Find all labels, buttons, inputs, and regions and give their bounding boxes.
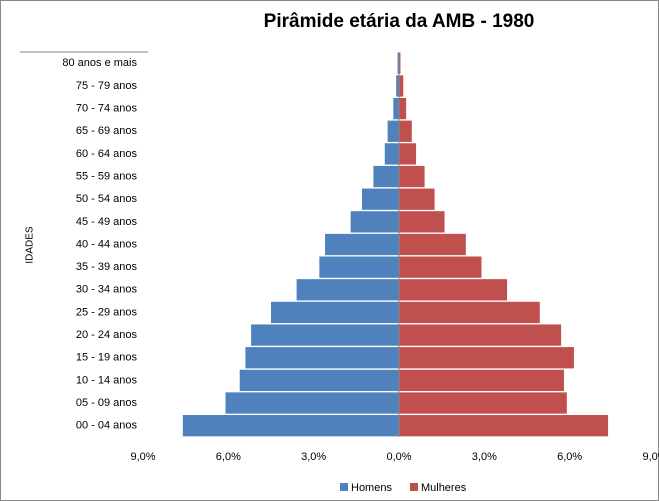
x-tick-label: 3,0%: [301, 451, 326, 463]
legend-swatch: [409, 483, 418, 491]
bar: [399, 415, 609, 437]
bar: [182, 415, 399, 437]
bar: [362, 188, 399, 210]
bar: [399, 52, 401, 74]
y-tick-label: 75 - 79 anos: [76, 80, 138, 92]
bar: [399, 75, 404, 97]
chart-title: Pirâmide etária da AMB - 1980: [264, 11, 535, 32]
y-tick-label: 20 - 24 anos: [76, 329, 138, 341]
y-tick-label: 35 - 39 anos: [76, 261, 138, 273]
bar: [399, 188, 435, 210]
bar: [399, 120, 412, 142]
legend-label: Mulheres: [421, 482, 467, 494]
y-tick-label: 70 - 74 anos: [76, 103, 138, 115]
bar: [350, 211, 399, 233]
x-tick-label: 3,0%: [472, 451, 497, 463]
x-tick-label: 9,0%: [130, 451, 155, 463]
y-tick-label: 40 - 44 anos: [76, 238, 138, 250]
bar: [399, 301, 540, 324]
x-tick-label: 0,0%: [386, 451, 411, 463]
bar: [387, 120, 399, 142]
bar: [384, 143, 399, 165]
bar: [251, 324, 399, 346]
y-axis-label: IDADES: [25, 226, 36, 264]
legend-label: Homens: [351, 482, 392, 494]
y-tick-label: 30 - 34 anos: [76, 284, 138, 296]
y-tick-label: 00 - 04 anos: [76, 420, 138, 432]
bar: [271, 301, 399, 324]
bar: [399, 233, 466, 256]
bar: [239, 369, 399, 392]
y-tick-label: 10 - 14 anos: [76, 374, 138, 386]
x-tick-label: 6,0%: [216, 451, 241, 463]
bar: [393, 97, 399, 120]
y-tick-label: 25 - 29 anos: [76, 306, 138, 318]
bar: [399, 369, 564, 392]
bar: [399, 211, 445, 233]
y-tick-label: 50 - 54 anos: [76, 193, 138, 205]
bar: [373, 165, 399, 188]
bar: [399, 324, 562, 346]
y-tick-label: 05 - 09 anos: [76, 397, 138, 409]
bar: [399, 97, 407, 120]
y-tick-label: 80 anos e mais: [62, 57, 137, 69]
bar: [399, 392, 567, 414]
y-tick-label: 55 - 59 anos: [76, 170, 138, 182]
y-tick-label: 15 - 19 anos: [76, 352, 138, 364]
bar: [397, 52, 399, 74]
bar: [225, 392, 399, 414]
bar: [399, 279, 508, 301]
bar: [245, 347, 399, 369]
legend-swatch: [340, 483, 348, 491]
bar: [399, 165, 425, 188]
bar: [319, 256, 399, 278]
bar: [396, 75, 399, 97]
x-tick-label: 9,0%: [642, 451, 659, 463]
bar: [399, 143, 417, 165]
y-tick-label: 65 - 69 anos: [76, 125, 138, 137]
x-tick-label: 6,0%: [557, 451, 582, 463]
bar: [399, 347, 574, 369]
y-tick-label: 45 - 49 anos: [76, 216, 138, 228]
bar: [296, 279, 399, 301]
bar: [399, 256, 482, 278]
bar: [325, 233, 399, 256]
y-tick-label: 60 - 64 anos: [76, 148, 138, 160]
